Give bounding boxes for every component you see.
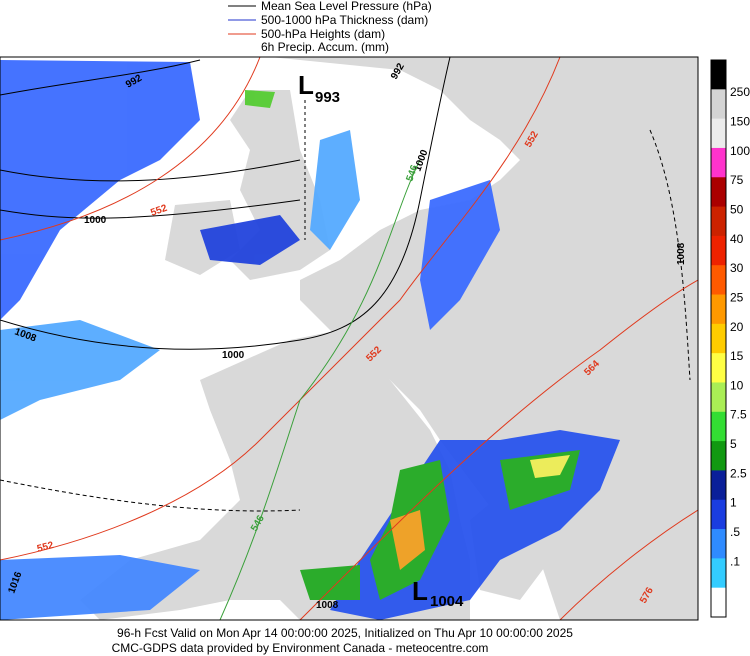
height-contour xyxy=(559,509,698,620)
height-label: 552 xyxy=(36,540,55,555)
map-border xyxy=(0,56,699,621)
map: L 993 L 1004 992 992 1000 1008 1000 1000… xyxy=(0,56,699,621)
precip-area xyxy=(420,180,500,330)
scale-swatch xyxy=(711,89,726,120)
scale-swatch xyxy=(711,323,726,354)
isobar xyxy=(0,159,301,182)
legend-label: 500-hPa Heights (dam) xyxy=(261,27,385,41)
low-value: 993 xyxy=(315,89,340,106)
scale-label: 2.5 xyxy=(730,466,747,480)
scale-label: 20 xyxy=(730,320,744,334)
legend-label: 500-1000 hPa Thickness (dam) xyxy=(261,13,428,27)
scale-swatch xyxy=(711,441,726,471)
precip-area xyxy=(530,455,570,478)
scale-label: 75 xyxy=(730,173,744,187)
scale-label: 30 xyxy=(730,261,744,275)
isobar-label: 1008 xyxy=(316,600,339,611)
scale-label: 7.5 xyxy=(730,408,747,422)
precip-area xyxy=(200,215,300,265)
precip-area xyxy=(310,130,360,250)
isobar xyxy=(0,199,301,219)
scale-swatch xyxy=(711,235,726,266)
scale-label: 100 xyxy=(730,144,750,158)
scale-label: 250 xyxy=(730,85,750,99)
scale-swatch xyxy=(711,499,726,530)
precip-area xyxy=(0,555,200,620)
scale-label: 1 xyxy=(730,496,737,510)
scale-label: 15 xyxy=(730,349,744,363)
height-contour xyxy=(0,57,561,561)
low-symbol: L xyxy=(412,576,428,606)
scale-swatch xyxy=(711,294,726,325)
footer-line: CMC-GDPS data provided by Environment Ca… xyxy=(112,641,489,655)
scale-swatch xyxy=(711,265,726,296)
scale-swatch xyxy=(711,177,726,208)
legend-label: 6h Precip. Accum. (mm) xyxy=(261,40,389,54)
scale-label: .5 xyxy=(730,525,740,539)
precip-area xyxy=(390,510,425,570)
scale-label: 150 xyxy=(730,115,750,129)
legend-label: Mean Sea Level Pressure (hPa) xyxy=(261,0,432,13)
scale-swatch xyxy=(711,147,726,178)
height-contour xyxy=(299,279,698,620)
low-value: 1004 xyxy=(430,593,464,610)
thickness-contour xyxy=(219,159,421,620)
isobar-label: 1008 xyxy=(676,242,687,265)
isobar xyxy=(0,59,201,96)
height-contour xyxy=(0,57,261,241)
isobar xyxy=(649,129,691,381)
low-symbol: L xyxy=(298,70,314,100)
scale-label: 25 xyxy=(730,290,744,304)
footer-line: 96-h Fcst Valid on Mon Apr 14 00:00:00 2… xyxy=(117,626,573,640)
isobar xyxy=(0,57,451,350)
scale-swatch xyxy=(711,558,726,589)
scale-label: 40 xyxy=(730,232,744,246)
scale-swatch xyxy=(711,206,726,237)
scale-swatch xyxy=(711,60,726,90)
scale-swatch xyxy=(711,411,726,442)
color-scale: 250 150 100 75 50 40 30 25 20 15 10 7.5 5 2.5 1 .5 .1 xyxy=(710,59,750,618)
legend: Mean Sea Level Pressure (hPa) 500-1000 h… xyxy=(228,0,432,54)
scale-swatch xyxy=(711,118,726,149)
scale-swatch xyxy=(711,470,726,501)
scale-swatch xyxy=(711,587,726,618)
scale-swatch xyxy=(711,529,726,559)
isobar-label: 1000 xyxy=(222,350,245,361)
scale-swatch xyxy=(711,382,726,413)
scale-swatch xyxy=(711,353,726,383)
thickness-contours xyxy=(219,159,421,620)
isobar-label: 1000 xyxy=(84,215,107,226)
height-contours xyxy=(0,57,698,620)
precip-area xyxy=(245,90,275,108)
scale-border xyxy=(710,59,727,618)
scale-label: 10 xyxy=(730,378,744,392)
precip-area xyxy=(300,565,360,600)
precip-area xyxy=(0,60,200,320)
isobars xyxy=(0,57,691,512)
scale-label: .1 xyxy=(730,554,740,568)
scale-label: 5 xyxy=(730,437,737,451)
scale-label: 50 xyxy=(730,203,744,217)
